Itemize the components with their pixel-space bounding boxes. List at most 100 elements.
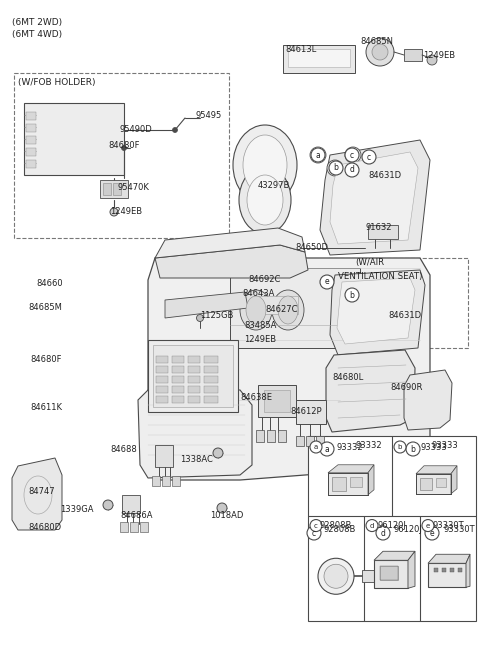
Polygon shape: [320, 140, 430, 255]
Circle shape: [324, 564, 348, 588]
Bar: [368, 225, 398, 239]
Circle shape: [394, 441, 406, 453]
Ellipse shape: [240, 290, 272, 330]
Bar: [428, 563, 466, 588]
Text: b: b: [349, 291, 354, 299]
Bar: [267, 430, 275, 442]
Text: e: e: [324, 278, 329, 286]
Circle shape: [318, 558, 354, 594]
Text: 1339GA: 1339GA: [60, 506, 94, 514]
Circle shape: [345, 147, 361, 163]
Bar: [288, 49, 350, 67]
Circle shape: [346, 164, 358, 176]
Bar: [120, 522, 128, 532]
Circle shape: [329, 161, 343, 175]
Bar: [258, 296, 298, 314]
Bar: [436, 477, 446, 487]
Text: 96120J: 96120J: [378, 521, 407, 530]
Text: d: d: [349, 166, 354, 174]
Text: 92808B: 92808B: [320, 521, 352, 530]
Bar: [204, 396, 218, 403]
Bar: [130, 522, 138, 532]
Bar: [140, 522, 148, 532]
Polygon shape: [326, 350, 415, 432]
Bar: [416, 474, 451, 494]
Bar: [162, 476, 170, 486]
Bar: [204, 366, 218, 373]
Bar: [374, 560, 408, 588]
Circle shape: [121, 145, 127, 151]
Circle shape: [425, 526, 439, 540]
Bar: [328, 473, 368, 495]
Ellipse shape: [272, 290, 304, 330]
Text: d: d: [381, 529, 385, 538]
Polygon shape: [466, 554, 470, 588]
Bar: [380, 567, 398, 580]
Circle shape: [103, 500, 113, 510]
Bar: [156, 386, 168, 393]
Text: 1249EB: 1249EB: [110, 206, 142, 215]
Ellipse shape: [278, 296, 298, 324]
Text: 84631D: 84631D: [388, 310, 421, 320]
Polygon shape: [165, 292, 248, 318]
Text: 84680F: 84680F: [30, 356, 61, 364]
Circle shape: [310, 147, 326, 163]
Bar: [306, 436, 314, 446]
Bar: [332, 477, 346, 491]
Bar: [153, 345, 233, 407]
Circle shape: [345, 288, 359, 302]
Text: 93330T: 93330T: [444, 525, 476, 534]
Bar: [283, 45, 355, 73]
Bar: [103, 183, 111, 195]
Ellipse shape: [239, 166, 291, 234]
Text: 1018AD: 1018AD: [210, 512, 243, 521]
Text: VENTILATION SEAT): VENTILATION SEAT): [338, 272, 422, 280]
Text: 84612P: 84612P: [290, 407, 322, 417]
Text: e: e: [426, 523, 430, 529]
Circle shape: [172, 128, 178, 132]
Bar: [172, 366, 184, 373]
Bar: [172, 356, 184, 363]
Polygon shape: [138, 390, 252, 478]
Text: c: c: [314, 523, 318, 529]
Text: c: c: [350, 151, 354, 160]
Text: 84660: 84660: [36, 278, 62, 288]
Circle shape: [362, 150, 376, 164]
Bar: [362, 571, 374, 582]
Text: 84643A: 84643A: [242, 290, 275, 299]
Circle shape: [376, 526, 390, 540]
Text: 93332: 93332: [356, 441, 383, 449]
Bar: [404, 49, 422, 61]
Bar: [148, 340, 238, 412]
Bar: [328, 258, 468, 348]
Bar: [188, 396, 200, 403]
Text: 93333: 93333: [432, 441, 459, 449]
Bar: [156, 366, 168, 373]
Bar: [256, 430, 264, 442]
Bar: [450, 569, 454, 572]
Polygon shape: [12, 458, 62, 530]
Circle shape: [217, 503, 227, 513]
Bar: [26, 160, 36, 168]
Text: 84680L: 84680L: [332, 373, 363, 383]
Text: 84613L: 84613L: [285, 45, 316, 54]
Text: 84680D: 84680D: [28, 523, 61, 533]
Text: 93333: 93333: [420, 443, 447, 451]
Text: 84627C: 84627C: [265, 305, 298, 314]
Circle shape: [427, 55, 437, 65]
Bar: [156, 376, 168, 383]
Circle shape: [110, 208, 118, 216]
Bar: [416, 474, 451, 494]
Text: (6MT 2WD): (6MT 2WD): [12, 18, 62, 26]
Circle shape: [422, 519, 434, 532]
Bar: [316, 436, 324, 446]
Text: 96120J: 96120J: [393, 525, 422, 534]
Text: (W/AIR: (W/AIR: [355, 259, 384, 267]
Text: 84690R: 84690R: [390, 383, 422, 392]
Bar: [155, 445, 173, 467]
Bar: [188, 366, 200, 373]
Circle shape: [310, 441, 322, 453]
Circle shape: [345, 163, 359, 177]
Polygon shape: [337, 278, 415, 344]
Text: b: b: [410, 445, 415, 453]
